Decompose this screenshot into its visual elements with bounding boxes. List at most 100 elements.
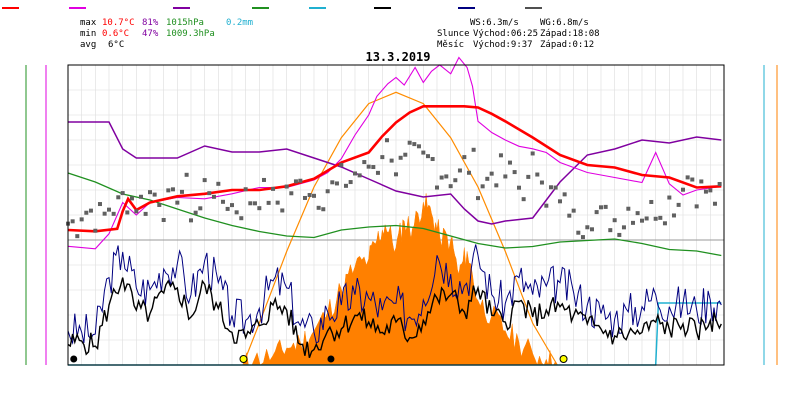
plot-frame (67, 64, 725, 366)
wind-direction-point (507, 160, 512, 165)
stat-moon-rise: Východ:9:37 (473, 40, 533, 50)
wind-direction-point (120, 191, 125, 196)
wind-direction-point (234, 210, 239, 215)
wind-direction-point (526, 174, 531, 179)
wind-direction-point (649, 199, 654, 204)
wind-direction-point (435, 185, 439, 190)
series-tlak (67, 172, 722, 257)
wind-direction-point (257, 206, 262, 211)
wind-direction-point (284, 184, 289, 189)
stat-sun-label: Slunce (437, 29, 470, 39)
wind-direction-point (380, 155, 385, 160)
wind-direction-point (412, 142, 417, 147)
wind-direction-point (375, 170, 380, 175)
wind-direction-point (457, 168, 462, 173)
wind-direction-point (111, 211, 116, 216)
wind-direction-point (407, 140, 412, 145)
wind-direction-point (289, 191, 294, 196)
wind-direction-point (93, 228, 98, 233)
wind-direction-point (562, 192, 567, 197)
moon-marker (70, 355, 78, 363)
stat-sun-rise: Východ:06:25 (473, 29, 538, 39)
wind-direction-point (612, 218, 617, 223)
stat-avg-label: avg (80, 40, 96, 50)
wind-direction-point (585, 225, 590, 230)
stat-min-pres: 1009.3hPa (166, 29, 215, 39)
wind-direction-point (558, 199, 562, 204)
chart-title: 13.3.2019 (365, 50, 430, 64)
wind-direction-point (621, 225, 626, 230)
wind-direction-point (384, 138, 389, 143)
wind-direction-point (325, 189, 330, 194)
wind-direction-point (617, 232, 622, 237)
stat-max-label: max (80, 18, 97, 28)
wind-direction-point (252, 201, 257, 206)
wind-direction-point (75, 234, 80, 239)
wind-direction-point (576, 230, 581, 235)
wind-direction-point (220, 199, 225, 204)
wind-direction-point (398, 155, 403, 160)
wind-direction-point (694, 204, 699, 209)
wind-direction-point (685, 175, 690, 180)
wind-direction-point (225, 206, 230, 211)
wind-direction-point (293, 179, 298, 184)
wind-direction-point (394, 172, 398, 177)
wind-direction-point (644, 216, 649, 221)
wind-direction-point (503, 174, 508, 179)
wind-direction-point (362, 160, 367, 165)
wind-direction-point (667, 195, 672, 200)
stat-min-label: min (80, 29, 96, 39)
wind-direction-point (302, 195, 307, 200)
wind-direction-point (202, 178, 207, 183)
wind-direction-point (343, 183, 348, 188)
wind-direction-point (416, 144, 421, 149)
wind-direction-point (676, 202, 681, 207)
wind-direction-point (366, 164, 371, 169)
wind-direction-point (280, 208, 285, 213)
wind-direction-point (184, 172, 189, 177)
wind-direction-point (371, 165, 376, 170)
wind-direction-point (466, 170, 471, 175)
wind-direction-point (116, 195, 121, 200)
wind-direction-point (138, 194, 143, 199)
wind-direction-point (266, 200, 271, 205)
wind-direction-point (84, 210, 89, 215)
wind-direction-point (640, 218, 644, 223)
wind-direction-point (403, 152, 408, 157)
stat-moon-set: Západ:0:12 (540, 40, 594, 50)
wind-direction-point (88, 208, 93, 213)
wind-direction-point (271, 186, 275, 191)
wind-direction-point (230, 203, 234, 208)
wind-direction-point (658, 215, 663, 220)
wind-direction-point (157, 202, 162, 207)
stat-ws: WS:6.3m/s (470, 18, 519, 28)
wind-direction-point (79, 217, 84, 222)
wind-direction-point (703, 189, 708, 194)
wind-direction-point (430, 157, 435, 162)
series-vlhkost (68, 121, 722, 225)
wind-direction-point (421, 150, 426, 155)
series-rychlost-vetru (67, 277, 722, 359)
wind-direction-point (571, 208, 576, 213)
wind-direction-point (107, 207, 111, 212)
wind-direction-point (567, 213, 572, 218)
wind-direction-point (599, 205, 603, 210)
wind-direction-point (312, 193, 316, 198)
wind-direction-point (608, 228, 613, 233)
wind-direction-point (152, 192, 157, 197)
wind-direction-point (298, 178, 303, 183)
stats-panel: max 10.7°C 81% 1015hPa 0.2mm min 0.6°C 4… (80, 18, 600, 50)
wind-direction-point (166, 188, 171, 193)
wind-direction-point (211, 194, 216, 199)
wind-direction-point (175, 200, 180, 205)
wind-direction-point (699, 179, 704, 184)
moon-marker (327, 355, 335, 363)
wind-direction-point (125, 210, 130, 215)
wind-direction-point (198, 206, 203, 211)
wind-direction-point (330, 180, 335, 185)
wind-direction-point (544, 203, 549, 208)
stat-max-pres: 1015hPa (166, 18, 204, 28)
wind-direction-point (671, 213, 676, 218)
series-naraz-vetru (67, 244, 722, 345)
